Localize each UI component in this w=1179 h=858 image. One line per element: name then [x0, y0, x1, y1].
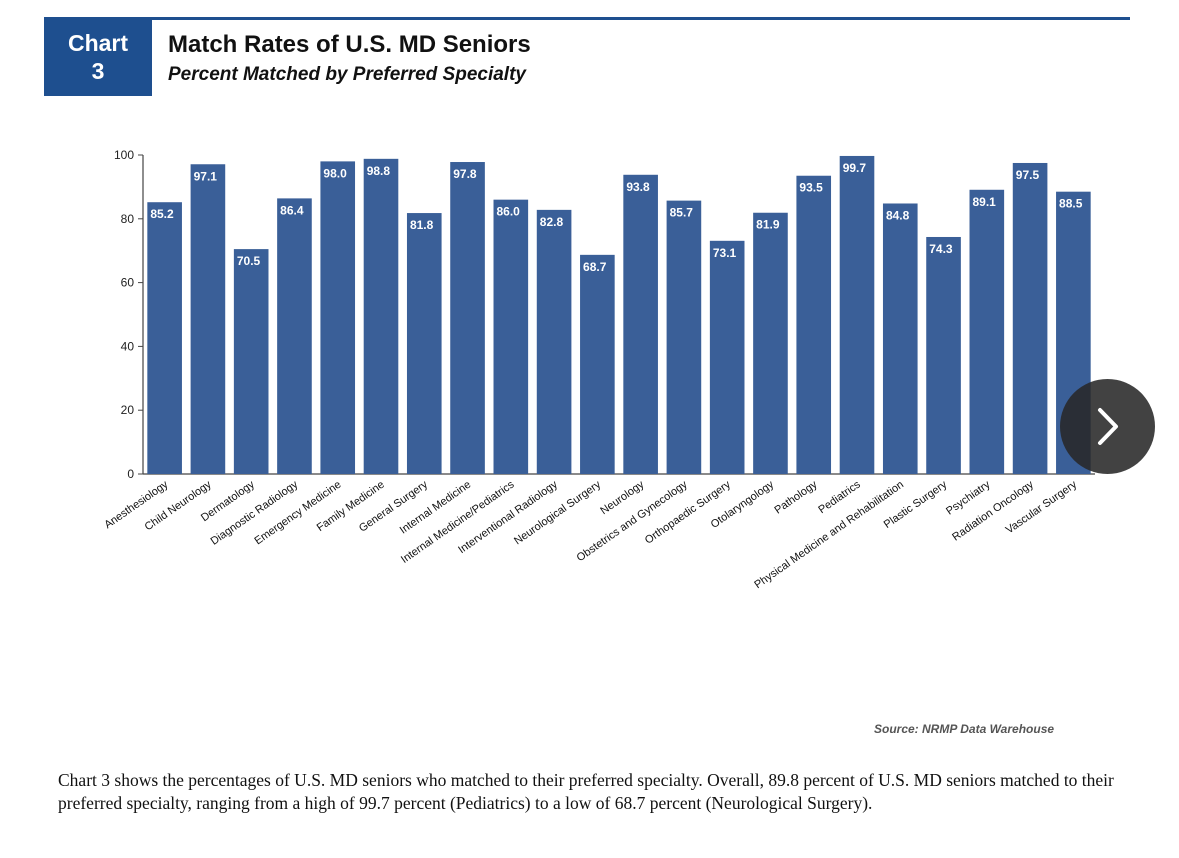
bar: [190, 164, 226, 474]
bar-value-label: 86.4: [280, 203, 304, 217]
bar: [450, 162, 485, 474]
bar: [882, 203, 918, 474]
bar: [969, 189, 1005, 474]
y-tick-label: 60: [121, 276, 135, 290]
chevron-right-icon: [1098, 408, 1118, 445]
bar-value-label: 97.5: [1016, 168, 1040, 182]
chart-number-badge: Chart 3: [44, 17, 152, 96]
chart-caption: Chart 3 shows the percentages of U.S. MD…: [58, 770, 1114, 813]
bar: [623, 174, 658, 474]
bar-value-label: 93.5: [799, 181, 823, 195]
bar-value-label: 97.8: [453, 167, 477, 181]
bar: [233, 249, 269, 474]
x-tick-label: Physical Medicine and Rehabilitation: [752, 479, 906, 592]
bar: [1012, 162, 1048, 474]
bar: [406, 213, 442, 475]
bar-value-label: 99.7: [843, 161, 867, 175]
bar: [753, 212, 788, 474]
bar-value-label: 89.1: [973, 195, 997, 209]
bar: [277, 198, 312, 474]
bar-value-label: 85.2: [150, 207, 174, 221]
y-tick-label: 80: [121, 212, 135, 226]
bar-value-label: 93.8: [626, 180, 650, 194]
x-tick-label: Vascular Surgery: [1004, 478, 1080, 536]
y-tick-label: 0: [127, 467, 134, 481]
bar-value-label: 68.7: [583, 260, 607, 274]
y-tick-label: 20: [121, 403, 135, 417]
next-slide-button[interactable]: [1060, 379, 1155, 474]
bar-value-label: 81.9: [756, 218, 780, 232]
y-tick-label: 40: [121, 339, 135, 353]
bars: [147, 155, 1091, 475]
bar: [536, 209, 572, 475]
bar-value-label: 86.0: [497, 205, 521, 219]
value-labels: 85.2 97.1 70.5 86.4 98.0 98.8 81.8 97.8 86.0 82.8…: [150, 161, 1082, 274]
header-divider: [152, 17, 1130, 20]
bar: [147, 202, 182, 474]
bar: [493, 199, 529, 474]
chart-title: Match Rates of U.S. MD Seniors: [168, 31, 531, 58]
bar-value-label: 81.8: [410, 218, 434, 232]
bar: [666, 200, 702, 474]
bar: [709, 240, 745, 474]
x-tick-label: Pathology: [772, 478, 819, 516]
source-note: Source: NRMP Data Warehouse: [874, 722, 1055, 736]
bar-value-label: 84.8: [886, 208, 910, 222]
x-tick-label: Radiation Oncology: [950, 478, 1036, 543]
bar: [363, 158, 399, 474]
bar-value-label: 85.7: [670, 206, 694, 220]
bar-value-label: 88.5: [1059, 197, 1083, 211]
bar: [839, 155, 875, 474]
bar: [796, 175, 832, 475]
bar-value-label: 98.0: [323, 166, 347, 180]
y-tick-label: 100: [114, 148, 134, 162]
badge-label: Chart: [67, 30, 129, 56]
bar-value-label: 97.1: [194, 169, 218, 183]
bar-value-label: 74.3: [929, 242, 953, 256]
bar-value-label: 73.1: [713, 246, 737, 260]
bar: [580, 254, 615, 474]
bar-value-label: 98.8: [367, 164, 391, 178]
bar-value-label: 70.5: [237, 254, 261, 268]
badge-number: 3: [91, 58, 105, 84]
bar: [320, 161, 356, 474]
bar-value-label: 82.8: [540, 215, 564, 229]
chart-subtitle: Percent Matched by Preferred Specialty: [168, 64, 526, 85]
bar: [926, 236, 961, 474]
